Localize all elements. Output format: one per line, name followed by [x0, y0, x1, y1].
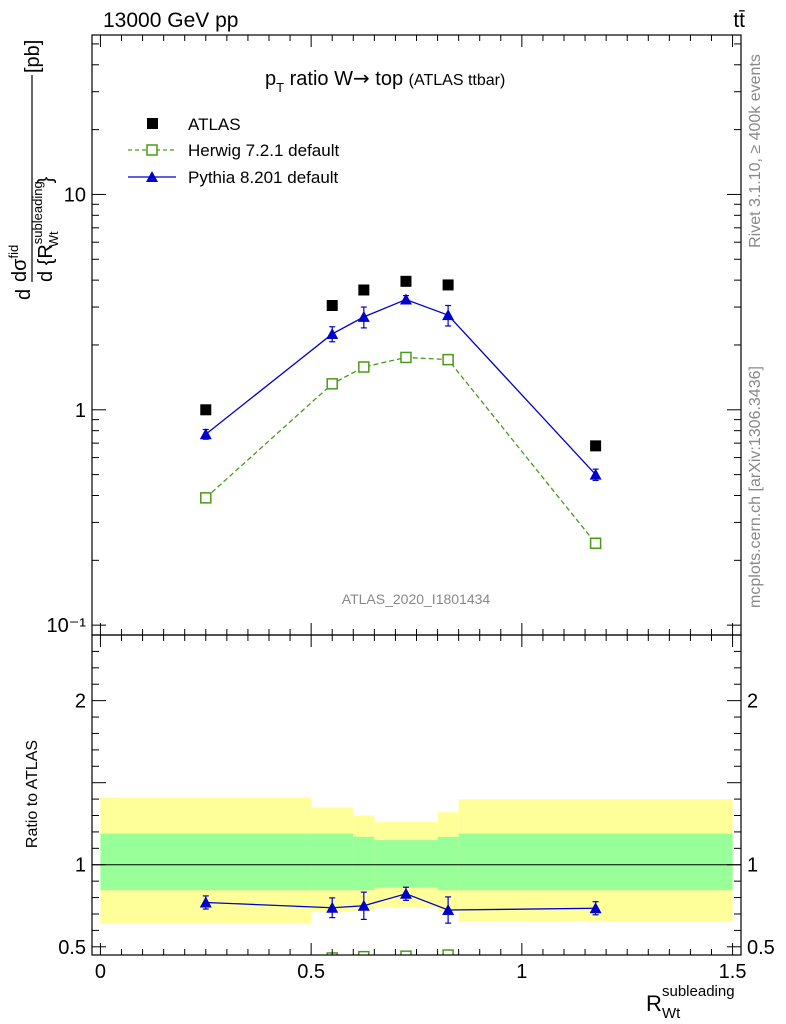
- ratio-xlabel: R subleading Wt: [646, 983, 735, 1022]
- main-axes: 10⁻¹ 1 10: [47, 35, 741, 637]
- herwig-point-5: [589, 537, 602, 550]
- herwig-point-3: [400, 351, 412, 364]
- ratio-ytick-label-right-1: 1: [747, 855, 758, 877]
- svg-text:Pythia 8.201 default: Pythia 8.201 default: [188, 168, 339, 187]
- pythia-ratio-point-4: [442, 904, 455, 916]
- herwig-line: [205, 356, 597, 544]
- svg-text:subleading: subleading: [662, 983, 735, 1000]
- ratio-ylabel: Ratio to ATLAS: [24, 740, 41, 848]
- process-label: tt̄: [733, 9, 745, 32]
- herwig-ratio-point-0: [201, 960, 211, 970]
- green-band-2: [353, 836, 375, 891]
- ratio-ytick-label-left-2: 2: [75, 691, 86, 713]
- atlas-point-4: [442, 279, 454, 291]
- main-ytick-label-1: 1: [75, 400, 86, 422]
- pythia-point-4: [442, 309, 455, 321]
- herwig-point-0: [200, 492, 212, 504]
- green-band-0: [100, 833, 312, 891]
- legend-item-pythia: Pythia 8.201 default: [128, 168, 339, 187]
- ratio-ytick-label-left-0: 0.5: [58, 937, 86, 959]
- atlas-point-1: [326, 299, 338, 311]
- pythia-ratio-point-1: [326, 901, 339, 913]
- ratio-xtick-label-2: 1: [516, 961, 527, 983]
- main-marks: [199, 275, 602, 550]
- green-band-3: [374, 840, 438, 888]
- green-band-5: [458, 833, 733, 891]
- pythia-ratio-point-0: [199, 896, 212, 908]
- atlas-point-2: [358, 284, 370, 296]
- chart-title: pT ratio W→ top (ATLAS ttbar): [265, 66, 505, 95]
- pythia-point-0: [199, 428, 212, 440]
- rivet-label: Rivet 3.1.10, ≥ 400k events: [747, 54, 764, 248]
- herwig-point-2: [358, 361, 370, 373]
- ratio-xtick-label-1: 0.5: [297, 961, 325, 983]
- green-band-1: [311, 833, 354, 891]
- herwig-ratio-point-2: [358, 950, 370, 955]
- pythia-ratio-line: [205, 893, 596, 911]
- pythia-ratio-point-2: [357, 899, 370, 911]
- svg-text:R: R: [646, 991, 662, 1016]
- pythia-ratio-point-3: [399, 887, 412, 899]
- pythia-point-1: [326, 327, 339, 339]
- pythia-line: [205, 298, 597, 476]
- svg-text:[pb]: [pb]: [22, 40, 44, 73]
- ratio-axes: 0.5 0.5 1 1 2 2 0 0.5 1 1.5: [58, 635, 775, 983]
- herwig-point-1: [326, 378, 338, 390]
- herwig-ratio-point-4: [442, 949, 454, 955]
- herwig-ratio-point-3: [400, 950, 412, 955]
- ratio-ytick-label-right-2: 2: [747, 691, 758, 713]
- legend-item-atlas: ATLAS: [147, 115, 241, 134]
- herwig-point-4: [442, 353, 454, 366]
- pythia-point-3: [399, 293, 412, 305]
- ratio-ytick-label-right-0: 0.5: [747, 937, 775, 959]
- svg-text:d {RsubleadingWt}: d {RsubleadingWt}: [30, 176, 61, 282]
- herwig-ratio-line: [424, 954, 455, 955]
- pythia-point-2: [357, 310, 370, 322]
- legend: ATLAS Herwig 7.2.1 default Pythia 8.201 …: [128, 115, 339, 187]
- ratio-marks: [92, 797, 741, 976]
- atlas-point-0: [200, 404, 212, 416]
- svg-text:Wt: Wt: [662, 1005, 681, 1022]
- svg-text:Herwig 7.2.1 default: Herwig 7.2.1 default: [188, 141, 339, 160]
- pythia-point-5: [589, 468, 602, 480]
- svg-text:d: d: [13, 289, 35, 300]
- svg-text:dσfid: dσfid: [6, 245, 31, 282]
- ratio-xtick-label-3: 1.5: [719, 961, 747, 983]
- atlas-point-3: [400, 275, 412, 287]
- pythia-ratio-point-5: [589, 902, 602, 914]
- main-ytick-label-0: 10⁻¹: [47, 615, 87, 637]
- atlas-point-5: [590, 440, 602, 452]
- herwig-ratio-point-5: [591, 966, 601, 976]
- svg-text:ATLAS: ATLAS: [188, 115, 241, 134]
- energy-label: 13000 GeV pp: [103, 9, 238, 32]
- analysis-watermark: ATLAS_2020_I1801434: [342, 591, 491, 607]
- green-band-4: [437, 836, 459, 891]
- mcplots-label: mcplots.cern.ch [arXiv:1306.3436]: [747, 366, 764, 608]
- main-ylabel: d dσfid d {RsubleadingWt} [pb]: [6, 40, 61, 300]
- ratio-xtick-label-0: 0: [95, 961, 106, 983]
- ratio-panel: 0.5 0.5 1 1 2 2 0 0.5 1 1.5 Ratio to ATLAS R subl…: [24, 634, 775, 1022]
- main-ytick-label-2: 10: [64, 184, 86, 206]
- main-panel: 10⁻¹ 1 10 pT ratio W→ top (ATLAS ttbar) AT…: [6, 34, 742, 637]
- legend-item-herwig: Herwig 7.2.1 default: [128, 141, 339, 160]
- ratio-ytick-label-left-1: 1: [75, 855, 86, 877]
